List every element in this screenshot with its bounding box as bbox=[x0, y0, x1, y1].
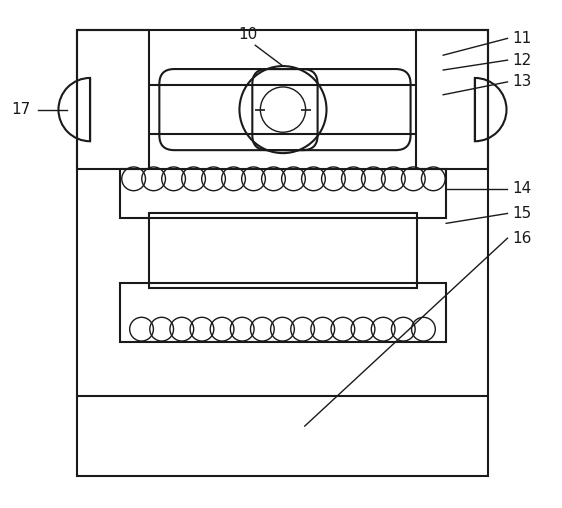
Bar bbox=[120, 169, 446, 218]
Bar bbox=[77, 30, 488, 475]
Text: 10: 10 bbox=[239, 27, 258, 42]
Bar bbox=[120, 282, 446, 342]
Bar bbox=[149, 213, 416, 288]
Text: 12: 12 bbox=[513, 53, 532, 68]
Text: 14: 14 bbox=[513, 181, 532, 196]
Bar bbox=[415, 30, 488, 169]
Text: 13: 13 bbox=[513, 74, 532, 89]
Text: 16: 16 bbox=[513, 231, 532, 246]
Text: 17: 17 bbox=[11, 102, 30, 117]
Text: 11: 11 bbox=[513, 31, 532, 46]
Bar bbox=[77, 30, 149, 169]
Text: 15: 15 bbox=[513, 206, 532, 221]
